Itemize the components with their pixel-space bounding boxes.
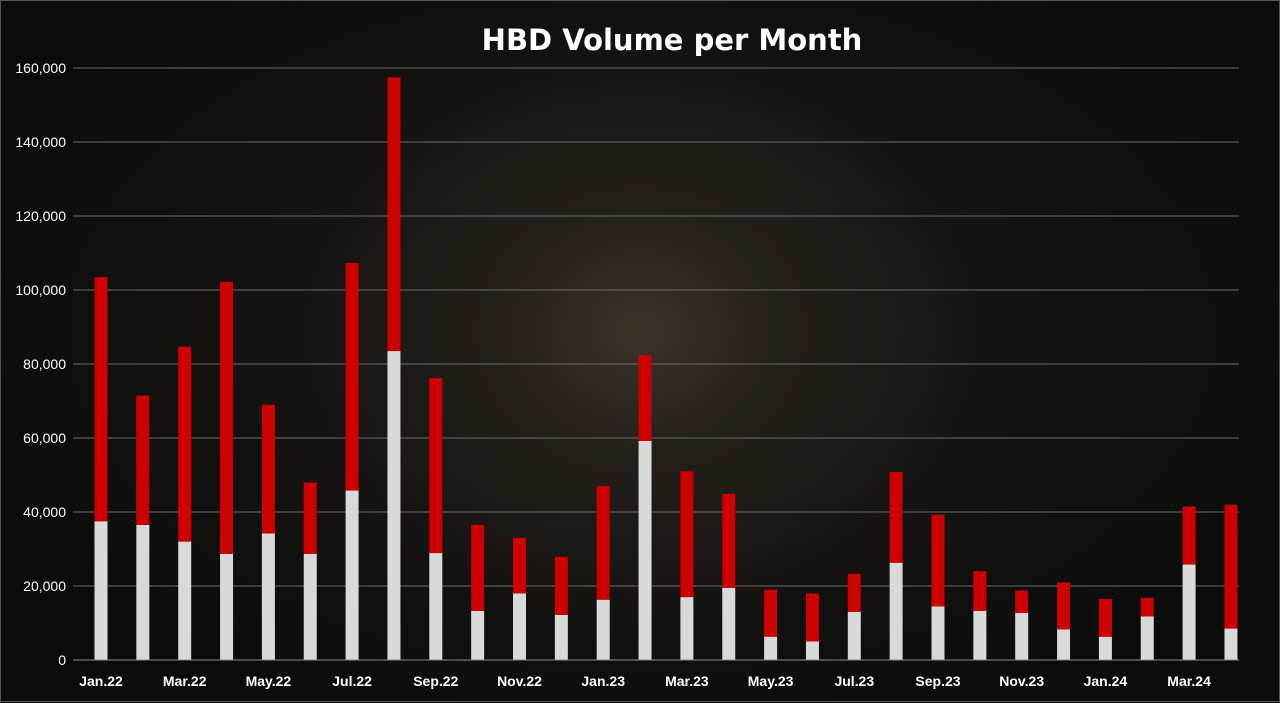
- bar-segment-lower: [220, 553, 234, 660]
- bar-segment-upper: [596, 486, 610, 600]
- x-axis-ticks: Jan.22 Mar.22 May.22 Jul.22 Sep.22 Nov.22 Jan.…: [79, 673, 1211, 689]
- bar-segment-lower: [261, 533, 275, 660]
- bar-segment-lower: [1015, 613, 1029, 660]
- y-tick-label: 160,000: [15, 60, 66, 76]
- y-tick-label: 20,000: [23, 578, 66, 594]
- y-tick-label: 100,000: [15, 282, 66, 298]
- bar-segment-lower: [764, 636, 778, 660]
- bar-segment-lower: [554, 614, 568, 660]
- bar-segment-upper: [471, 524, 485, 611]
- bar-segment-lower: [429, 553, 443, 660]
- bar-segment-lower: [638, 440, 652, 660]
- x-tick-label: Nov.22: [497, 673, 542, 689]
- x-tick-label: Sep.23: [915, 673, 960, 689]
- bar-segment-upper: [722, 493, 736, 588]
- bar-segment-upper: [94, 277, 108, 522]
- bar-segment-lower: [1182, 564, 1196, 660]
- bar-segment-upper: [764, 589, 778, 637]
- bar-segment-upper: [1182, 506, 1196, 565]
- bar-segment-upper: [1057, 582, 1071, 630]
- bar-segment-lower: [1224, 628, 1238, 660]
- bar-segment-upper: [889, 472, 903, 563]
- bar-segment-lower: [1140, 616, 1154, 660]
- bar-segment-lower: [1057, 629, 1071, 660]
- bar-segment-upper: [303, 482, 317, 554]
- bar-segment-upper: [931, 514, 945, 607]
- bar-segment-upper: [429, 378, 443, 554]
- x-tick-label: Jul.22: [332, 673, 372, 689]
- bar-segment-upper: [847, 573, 861, 612]
- bar-segment-lower: [931, 606, 945, 660]
- x-tick-label: Jan.23: [581, 673, 625, 689]
- x-tick-label: Mar.22: [163, 673, 207, 689]
- x-tick-label: May.22: [246, 673, 292, 689]
- bar-segment-lower: [1098, 636, 1112, 660]
- bar-segment-upper: [805, 593, 819, 642]
- x-tick-label: Sep.22: [413, 673, 458, 689]
- bars: [94, 77, 1238, 660]
- x-tick-label: May.23: [748, 673, 794, 689]
- bar-segment-lower: [889, 562, 903, 660]
- x-tick-label: Nov.23: [999, 673, 1044, 689]
- bar-segment-upper: [1140, 597, 1154, 617]
- x-tick-label: Jan.24: [1084, 673, 1128, 689]
- bar-segment-lower: [680, 597, 694, 660]
- bar-segment-upper: [1015, 590, 1029, 614]
- y-tick-label: 140,000: [15, 134, 66, 150]
- gridlines: [73, 67, 1239, 587]
- bar-segment-lower: [596, 599, 610, 660]
- y-tick-label: 80,000: [23, 356, 66, 372]
- bar-segment-upper: [261, 404, 275, 534]
- bar-segment-upper: [136, 395, 150, 525]
- bar-segment-lower: [94, 521, 108, 660]
- bar-segment-lower: [722, 587, 736, 660]
- bar-segment-lower: [973, 610, 987, 660]
- x-tick-label: Mar.24: [1167, 673, 1211, 689]
- y-tick-label: 120,000: [15, 208, 66, 224]
- bar-segment-lower: [136, 524, 150, 660]
- chart-title: HBD Volume per Month: [482, 23, 863, 57]
- bar-segment-upper: [973, 571, 987, 611]
- y-tick-label: 60,000: [23, 430, 66, 446]
- bar-segment-lower: [513, 593, 526, 660]
- bar-segment-lower: [345, 490, 359, 660]
- bar-segment-upper: [1098, 598, 1112, 637]
- bar-segment-upper: [345, 262, 359, 491]
- bar-segment-upper: [638, 355, 652, 441]
- bar-segment-upper: [554, 556, 568, 615]
- bar-segment-lower: [471, 610, 485, 660]
- bar-segment-lower: [303, 553, 317, 660]
- x-tick-label: Mar.23: [665, 673, 709, 689]
- y-tick-label: 40,000: [23, 504, 66, 520]
- bar-segment-upper: [387, 77, 401, 352]
- x-tick-label: Jan.22: [79, 673, 123, 689]
- y-tick-label: 0: [58, 652, 66, 668]
- bar-segment-upper: [1224, 504, 1238, 629]
- bar-segment-lower: [178, 541, 192, 660]
- bar-segment-upper: [220, 281, 234, 554]
- bar-segment-lower: [805, 641, 819, 660]
- bar-segment-lower: [847, 611, 861, 660]
- bar-segment-lower: [387, 351, 401, 660]
- bar-segment-upper: [680, 471, 694, 598]
- bar-segment-upper: [178, 346, 192, 542]
- x-tick-label: Jul.23: [834, 673, 874, 689]
- bar-segment-upper: [513, 537, 526, 594]
- y-axis-ticks: 0 20,000 40,000 60,000 80,000 100,000 120,000 1…: [15, 60, 66, 668]
